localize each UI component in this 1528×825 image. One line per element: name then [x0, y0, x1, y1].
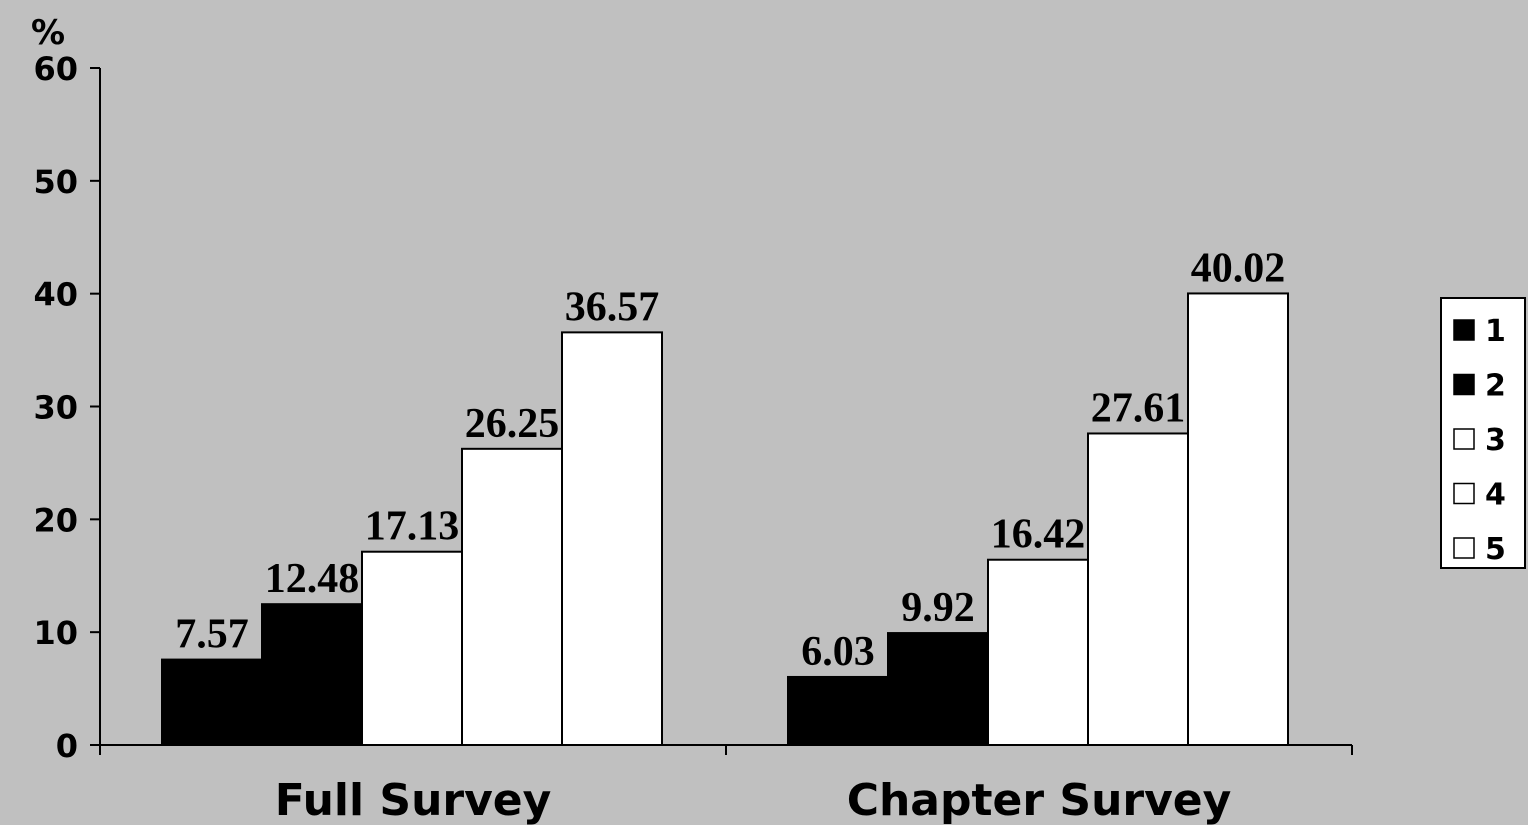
x-category-label: Chapter Survey — [847, 775, 1232, 825]
bar-value-label: 27.61 — [1091, 385, 1186, 431]
bar-series-5 — [561, 331, 663, 746]
bar-value-label: 6.03 — [801, 629, 875, 675]
legend-label: 2 — [1485, 369, 1506, 404]
bar-series-3 — [987, 558, 1089, 746]
legend-swatch — [1453, 319, 1475, 341]
bar-value-label: 40.02 — [1191, 245, 1286, 291]
y-tick-label: 10 — [33, 614, 78, 652]
y-tick-label: 0 — [56, 727, 78, 765]
y-tick-label: 50 — [33, 163, 78, 201]
bar-value-label: 17.13 — [365, 504, 460, 550]
legend-label: 3 — [1485, 423, 1506, 458]
y-tick-label: 40 — [33, 276, 78, 314]
legend-swatch — [1453, 482, 1475, 505]
legend-swatch — [1453, 428, 1475, 450]
legend-label: 5 — [1485, 532, 1506, 567]
bars — [161, 292, 1289, 747]
y-tick-label: 60 — [33, 50, 78, 88]
bar-value-label: 26.25 — [465, 401, 560, 447]
y-tick-label: 30 — [33, 389, 78, 427]
axes: 0 10 20 30 40 50 60% Full Survey Chapter Survey — [31, 13, 1353, 825]
legend: 1 2 3 4 5 — [1440, 297, 1526, 569]
legend-label: 1 — [1485, 314, 1506, 349]
bar-series-4 — [461, 447, 563, 746]
bar-series-1 — [787, 675, 889, 746]
bar-value-label: 16.42 — [991, 512, 1086, 558]
y-axis-unit-label: % — [31, 13, 65, 53]
bar-series-2 — [261, 603, 363, 747]
bar-value-label: 7.57 — [175, 612, 249, 658]
bar-series-3 — [361, 550, 463, 746]
bar-series-4 — [1087, 432, 1189, 746]
bar-value-label: 9.92 — [901, 585, 975, 631]
bar-series-2 — [887, 632, 989, 746]
bar-value-label: 12.48 — [265, 556, 360, 602]
y-tick-label: 20 — [33, 501, 78, 539]
bar-value-label: 36.57 — [565, 284, 660, 330]
bar-series-5 — [1187, 292, 1289, 746]
legend-swatch — [1453, 373, 1475, 396]
x-category-label: Full Survey — [275, 775, 552, 825]
bar-series-1 — [161, 658, 263, 746]
legend-label: 4 — [1485, 478, 1506, 513]
legend-swatch — [1453, 537, 1475, 559]
